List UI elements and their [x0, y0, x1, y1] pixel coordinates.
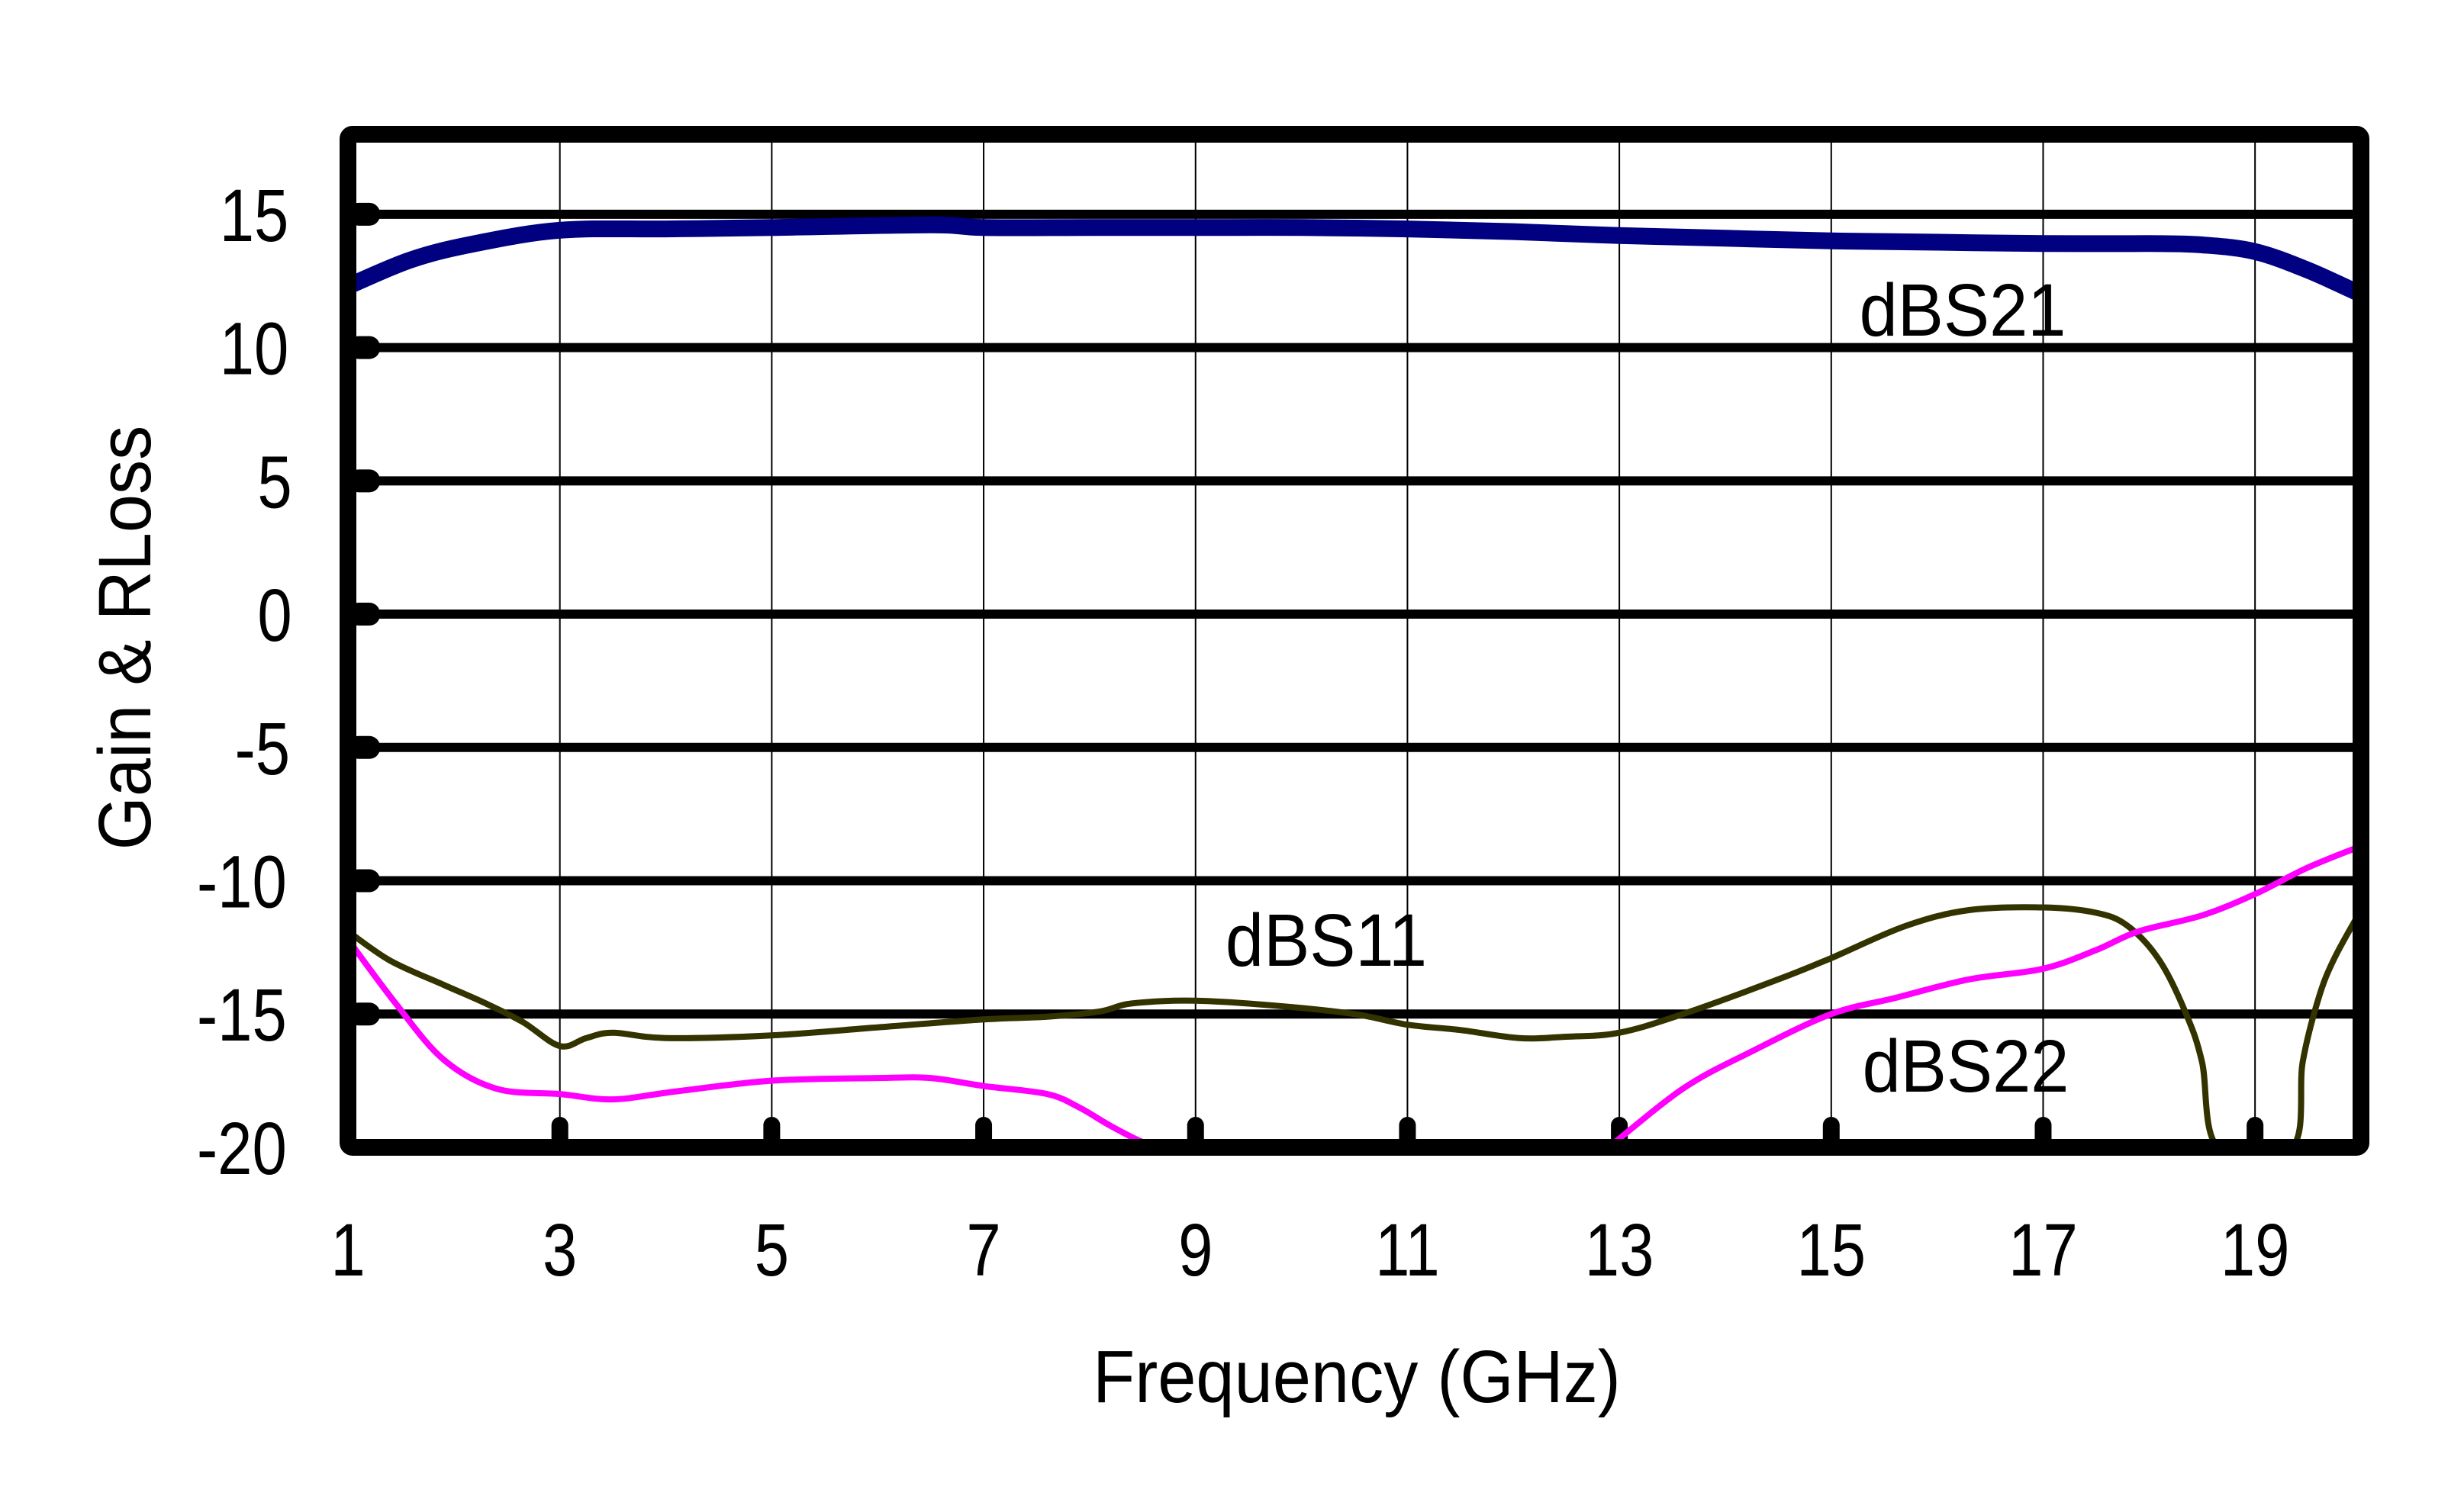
y-axis-title: Gain & RLoss	[83, 426, 166, 850]
x-tick-label: 7	[966, 1208, 1000, 1291]
y-tick-label: -15	[197, 974, 287, 1057]
y-tick-label: -10	[197, 841, 287, 923]
series-dbs22-upper-band	[1606, 843, 2361, 1147]
label-dbs22: dBS22	[1863, 1025, 2069, 1108]
x-tick-label: 5	[755, 1208, 789, 1291]
x-tick-label: 11	[1375, 1208, 1440, 1291]
y-tick-label: 10	[220, 307, 289, 390]
horizontal-gridlines	[348, 202, 2361, 1026]
series-dbs22	[348, 938, 1165, 1147]
plot-frame	[340, 126, 2369, 1156]
x-tick-label: 1	[330, 1208, 365, 1291]
x-axis-tick-labels: 1 3 5 7 9 11 13 15 17 19	[330, 1208, 2289, 1291]
y-tick-label: 15	[220, 174, 289, 256]
x-tick-label: 13	[1585, 1208, 1654, 1291]
y-tick-label: -5	[235, 707, 290, 790]
y-tick-label: 0	[257, 574, 291, 656]
y-axis-tick-labels: 15 10 5 0 -5 -10 -15 -20	[197, 174, 292, 1189]
vertical-gridlines	[559, 134, 2256, 1147]
x-tick-label: 9	[1178, 1208, 1213, 1291]
x-tick-label: 3	[543, 1208, 577, 1291]
x-tick-label: 17	[2008, 1208, 2078, 1291]
x-tick-label: 15	[1796, 1208, 1866, 1291]
series-dbs11	[348, 904, 2361, 1147]
series-lines	[348, 216, 2361, 1147]
series-dbs21	[348, 216, 2361, 302]
x-tick-label: 19	[2221, 1208, 2290, 1291]
x-axis-title: Frequency (GHz)	[1093, 1335, 1621, 1418]
y-tick-label: 5	[257, 441, 291, 523]
y-tick-label: -20	[197, 1107, 287, 1189]
label-dbs11: dBS11	[1226, 899, 1427, 982]
label-dbs21: dBS21	[1860, 269, 2066, 352]
